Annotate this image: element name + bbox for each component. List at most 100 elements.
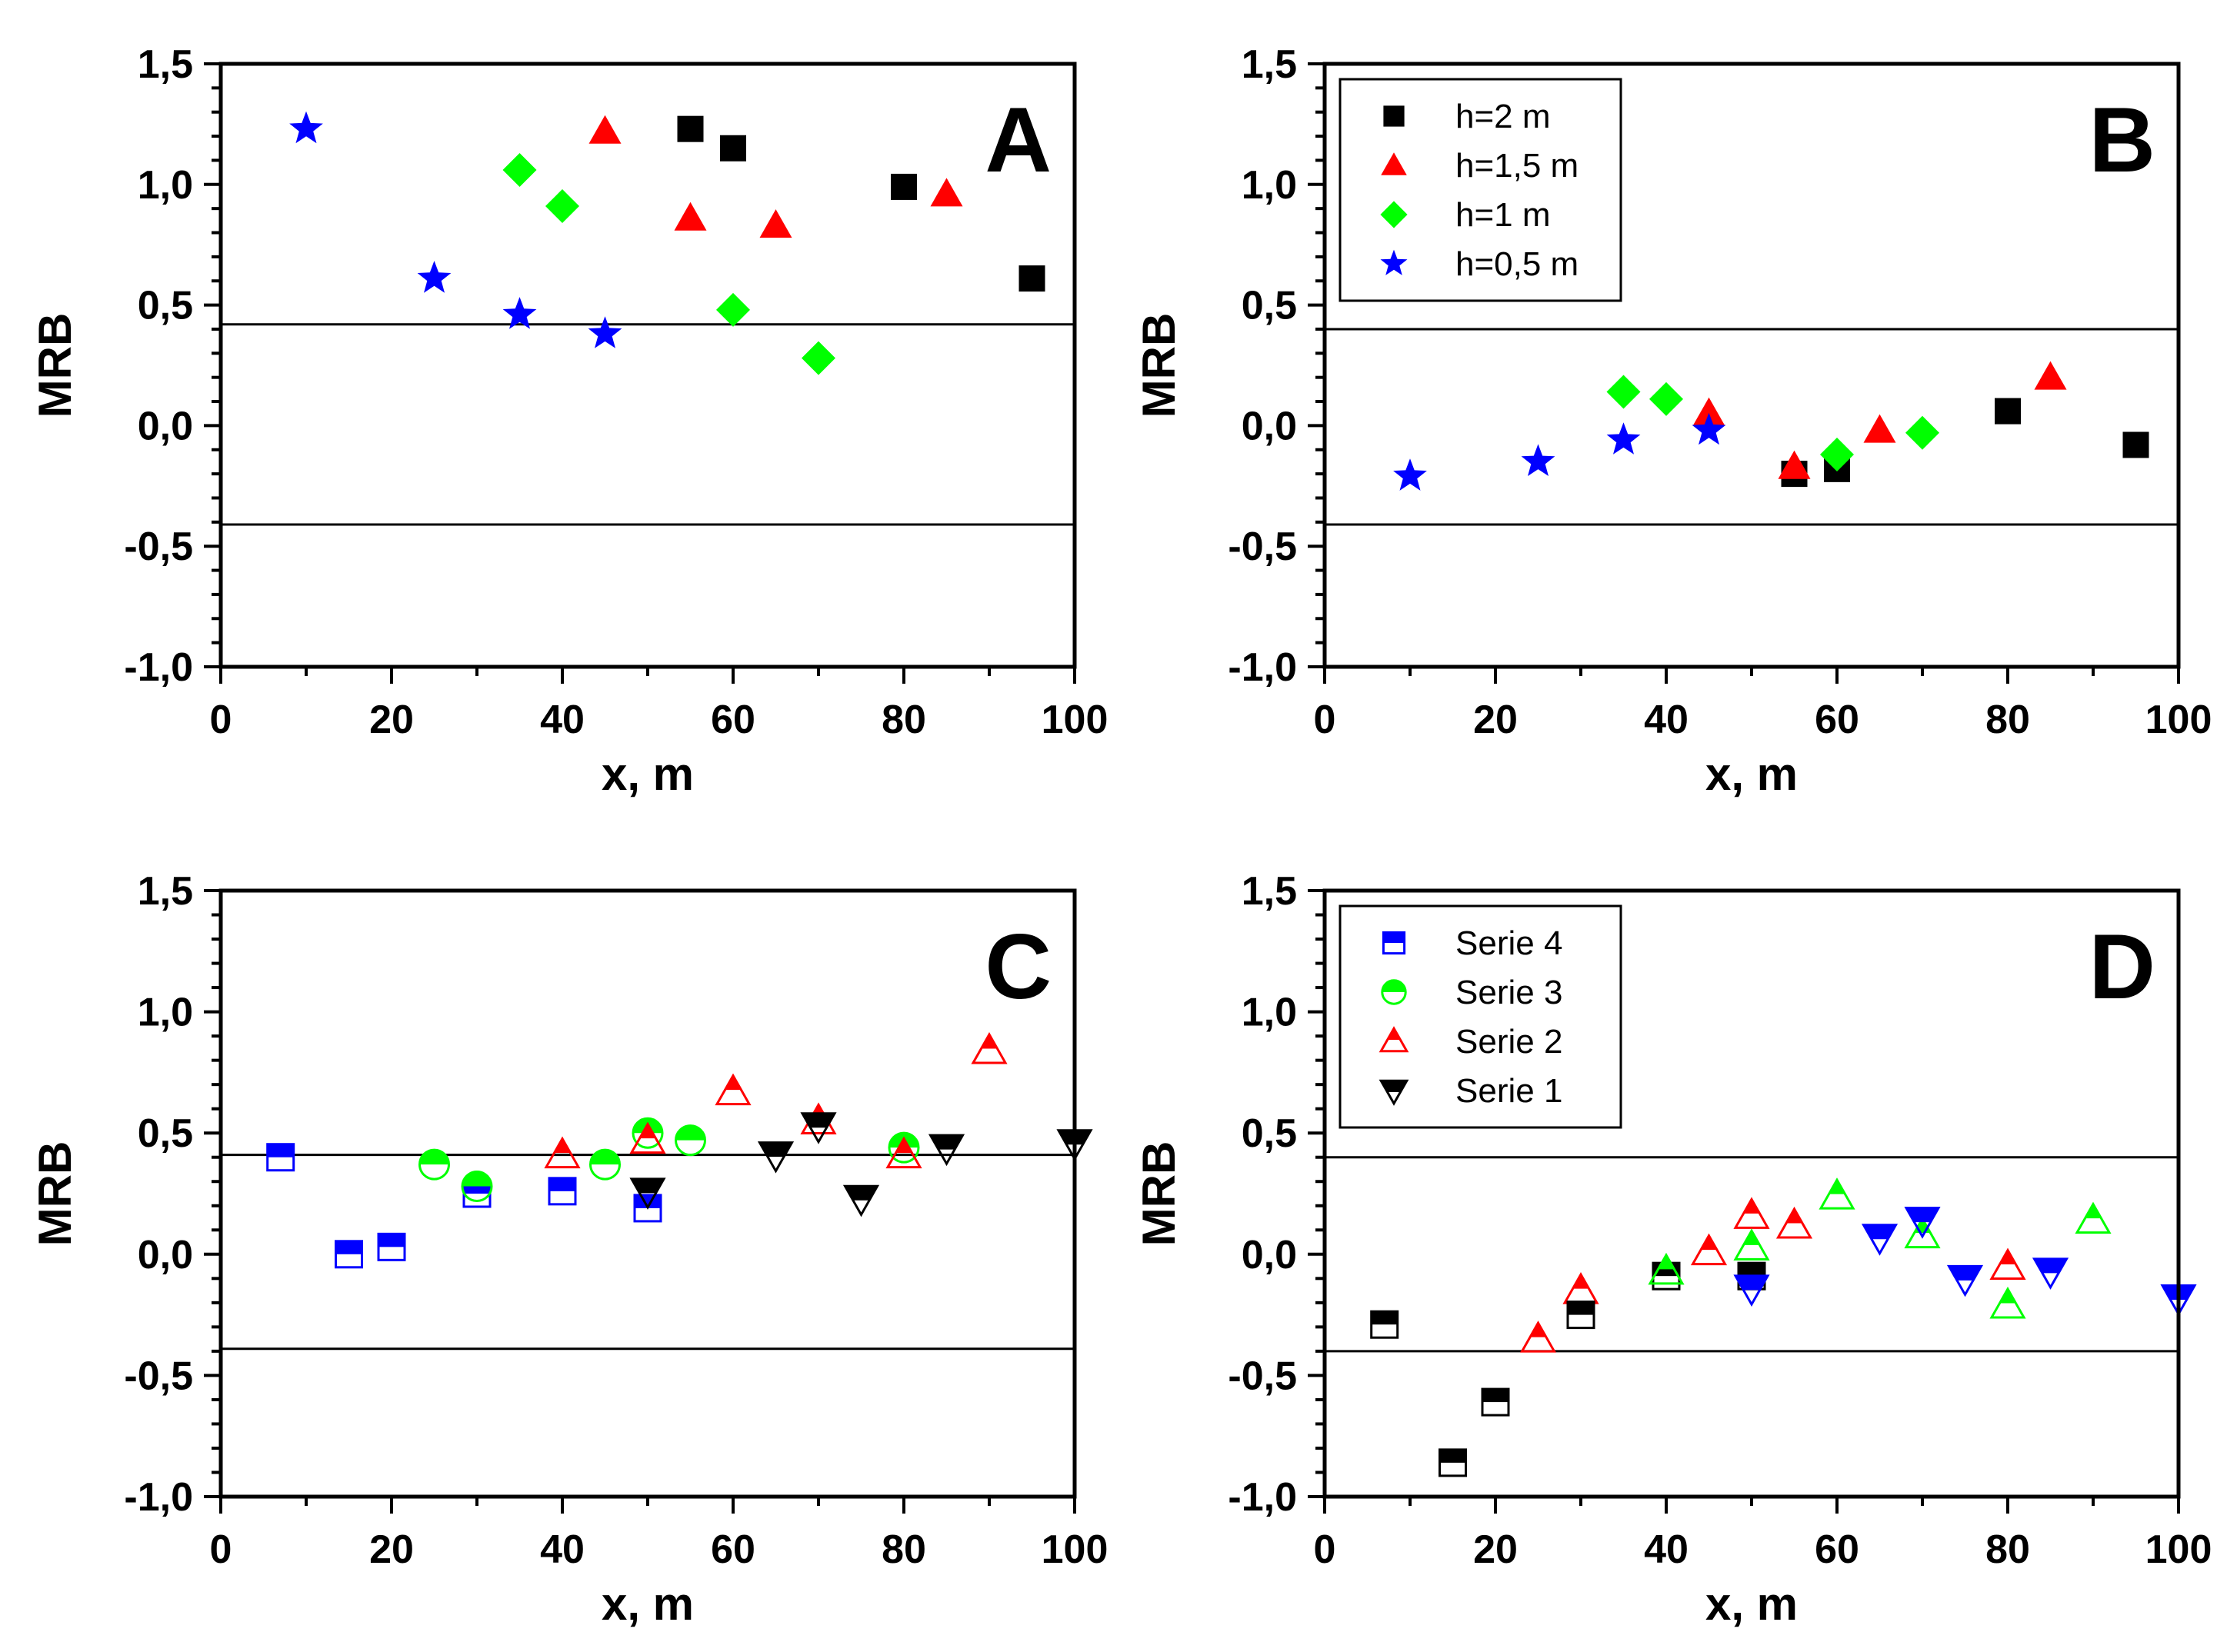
panel-d: 0 20 40 60 80 100 1,5 1,0 0,5 0,0 -0,5 -1,0 x, m MRB D…: [1133, 869, 2212, 1630]
y-tick-label: 1,0: [138, 163, 193, 208]
plot-frame: [218, 62, 1077, 669]
data-point: [842, 1184, 880, 1217]
x-tick-label: 80: [882, 698, 926, 742]
data-point: [720, 135, 746, 162]
data-point: [2075, 1201, 2112, 1234]
data-point: [1989, 1286, 2026, 1319]
data-point: [2032, 1257, 2069, 1290]
y-tick-label: 0,5: [138, 284, 193, 328]
x-tick-label: 0: [1314, 698, 1336, 742]
legend-label: Serie 3: [1455, 974, 1562, 1011]
y-axis-title: MRB: [1133, 1141, 1185, 1247]
x-tick-label: 40: [540, 698, 585, 742]
x-tick-label: 40: [1644, 1527, 1689, 1572]
data-point: [1519, 1321, 1557, 1353]
y-tick-label: 0,0: [1242, 1233, 1297, 1277]
x-axis-title: x, m: [1705, 748, 1798, 800]
data-point: [289, 111, 323, 144]
data-point: [588, 316, 622, 348]
data-point: [1606, 422, 1641, 455]
panel-letter: D: [2089, 915, 2155, 1018]
data-point: [544, 1136, 581, 1169]
y-tick-label: 0,5: [138, 1111, 193, 1156]
panel-b: 0 20 40 60 80 100 1,5 1,0 0,5 0,0 -0,5 -1,0 x, m MRB B…: [1133, 42, 2212, 800]
panel-c: 0 20 40 60 80 100 1,5 1,0 0,5 0,0 -0,5 -1,0 x, m MRB C: [29, 869, 1108, 1630]
y-tick-label: 0,0: [138, 1233, 193, 1277]
plot-frame: [218, 888, 1077, 1499]
data-point: [891, 173, 917, 200]
y-tick-label: 1,5: [138, 42, 193, 87]
x-tick-label: 20: [1473, 698, 1518, 742]
legend-marker: [1380, 249, 1408, 275]
data-point: [1733, 1228, 1770, 1261]
data-point: [461, 1171, 493, 1203]
data-point: [1648, 1252, 1685, 1285]
data-point: [1905, 415, 1939, 450]
data-point: [588, 115, 622, 144]
x-tick-label: 60: [1815, 698, 1859, 742]
y-tick-label: -1,0: [1228, 1475, 1297, 1520]
legend-marker: [1383, 105, 1405, 127]
legend-marker: [1382, 931, 1406, 955]
data-point: [757, 1141, 795, 1174]
x-tick-label: 0: [210, 1527, 232, 1572]
data-point: [502, 152, 537, 187]
data-point: [759, 209, 792, 238]
x-tick-label: 100: [1042, 1527, 1108, 1572]
legend-marker: [1379, 1079, 1409, 1106]
legend-label: h=1,5 m: [1455, 147, 1579, 185]
plot-frame: [1322, 888, 2181, 1499]
y-tick-label: 1,5: [138, 869, 193, 914]
data-point: [1904, 1207, 1941, 1239]
x-tick-label: 60: [711, 698, 755, 742]
y-tick-label: -1,0: [1228, 645, 1297, 690]
data-point: [1690, 1233, 1728, 1266]
y-tick-label: 0,5: [1242, 284, 1297, 328]
x-tick-label: 0: [1314, 1527, 1336, 1572]
data-point: [502, 297, 537, 329]
y-tick-label: 1,5: [1242, 42, 1297, 87]
y-axis-title: MRB: [29, 313, 81, 418]
x-tick-label: 0: [210, 698, 232, 742]
x-tick-label: 40: [1644, 698, 1689, 742]
data-point: [1521, 444, 1555, 476]
data-point: [1819, 1177, 1855, 1210]
data-point: [1018, 265, 1045, 292]
x-axis-title: x, m: [602, 1578, 694, 1630]
y-tick-label: -1,0: [124, 645, 193, 690]
data-point: [1692, 397, 1725, 426]
legend-label: h=2 m: [1455, 98, 1551, 135]
data-point: [1439, 1448, 1467, 1477]
y-tick-label: -0,5: [1228, 525, 1297, 569]
data-point: [1946, 1264, 1984, 1297]
data-point: [629, 1121, 666, 1154]
data-point: [1863, 414, 1896, 443]
data-point: [1778, 450, 1811, 479]
panel-letter: A: [985, 88, 1052, 192]
data-point: [802, 341, 835, 375]
data-point: [1393, 458, 1427, 491]
x-tick-label: 20: [1473, 1527, 1518, 1572]
data-point: [2122, 431, 2149, 458]
data-point: [418, 1148, 450, 1181]
data-point: [716, 292, 750, 327]
panel-letter: C: [985, 915, 1052, 1018]
x-tick-label: 100: [1042, 698, 1108, 742]
data-point: [1649, 381, 1683, 416]
data-point: [1733, 1197, 1770, 1229]
x-tick-label: 60: [711, 1527, 755, 1572]
y-tick-label: 0,0: [138, 404, 193, 448]
x-tick-label: 20: [369, 698, 414, 742]
y-tick-label: 0,0: [1242, 404, 1297, 448]
data-point: [1989, 1247, 2026, 1281]
data-point: [1370, 1310, 1399, 1339]
legend-marker: [1380, 201, 1408, 228]
x-tick-label: 80: [1985, 1527, 2030, 1572]
data-point: [377, 1232, 406, 1261]
y-tick-label: 1,0: [1242, 991, 1297, 1035]
data-point: [1775, 1206, 1813, 1239]
x-tick-label: 20: [369, 1527, 414, 1572]
data-point: [629, 1177, 666, 1210]
data-point: [677, 115, 704, 142]
data-point: [1566, 1301, 1595, 1330]
